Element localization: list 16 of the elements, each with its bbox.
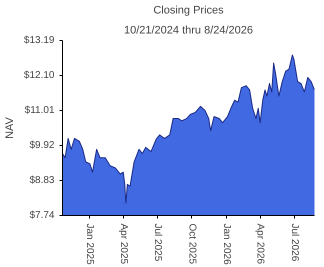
- y-tick-label: $9.92: [29, 140, 55, 151]
- x-tick-label: Oct 2025: [186, 224, 198, 265]
- y-tick-label: $13.19: [24, 35, 55, 46]
- y-tick-label: $8.83: [29, 175, 55, 186]
- chart-subtitle: 10/21/2024 thru 8/24/2026: [124, 24, 254, 36]
- x-tick-label: Jan 2025: [84, 224, 95, 266]
- x-tick-label: Apr 2025: [118, 224, 129, 265]
- chart-title: Closing Prices: [153, 4, 224, 16]
- x-tick-label: Jul 2025: [152, 224, 163, 262]
- y-axis-title: NAV: [4, 116, 16, 139]
- x-tick-label: Jul 2026: [288, 224, 300, 262]
- y-tick-label: $12.10: [24, 70, 55, 81]
- y-tick-label: $7.74: [29, 210, 55, 221]
- x-tick-label: Apr 2026: [254, 224, 266, 265]
- y-tick-label: $11.01: [24, 105, 55, 116]
- x-tick-label: Jan 2026: [220, 224, 232, 266]
